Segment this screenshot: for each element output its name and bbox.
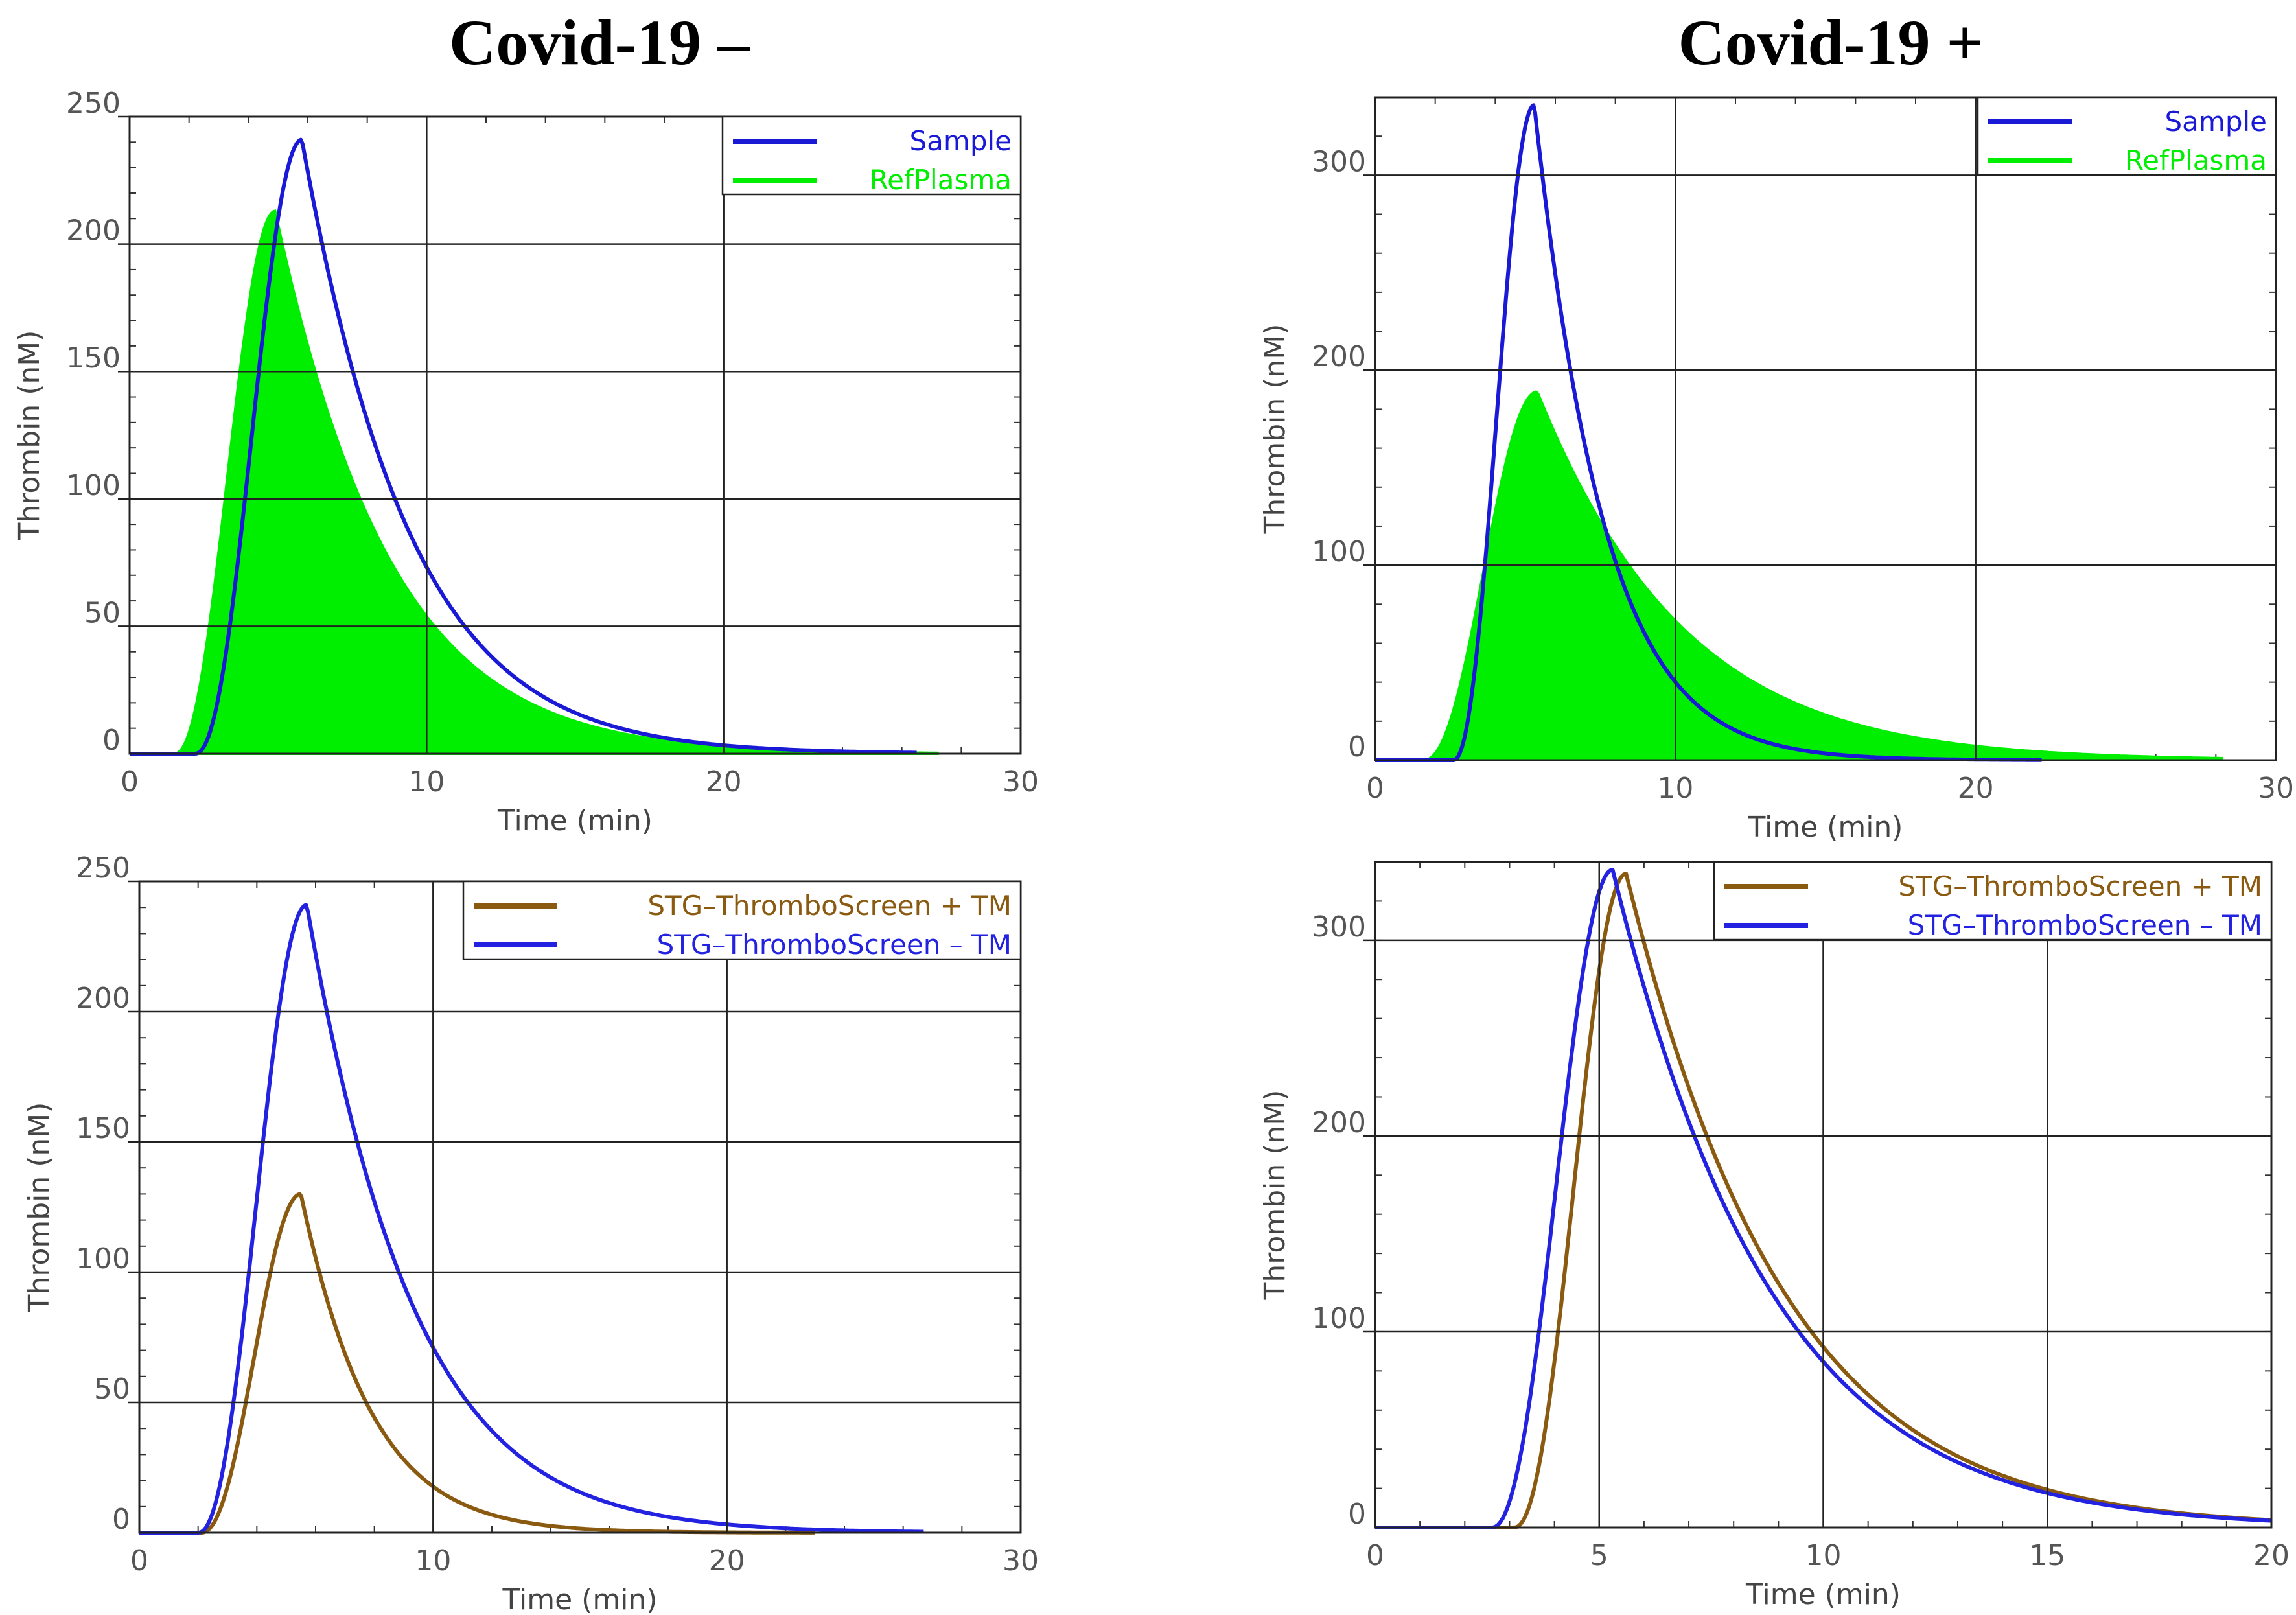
chart-neg-top: 0 10 20 30 0 50 100 150 200 250 Time (min) Thrombin… (13, 87, 1039, 837)
x-tick-label: 0 (1366, 772, 1384, 805)
y-tick-label: 200 (76, 982, 130, 1015)
x-tick-label: 10 (1657, 772, 1693, 805)
legend-label: RefPlasma (2125, 145, 2267, 176)
legend-label: STG–ThromboScreen + TM (647, 890, 1012, 922)
y-tick-label: 0 (1348, 1498, 1366, 1531)
series-line-sample (1374, 103, 2042, 762)
series-line-stg-thromboscreen-tm (139, 1192, 816, 1535)
title-covid-positive: Covid-19 + (1678, 6, 1984, 78)
plot-frame (128, 115, 1022, 755)
y-tick-label: 250 (66, 87, 121, 120)
x-axis-label: Time (min) (502, 1583, 658, 1615)
series-area-refplasma (130, 209, 939, 755)
y-tick-label: 100 (66, 469, 121, 502)
y-tick-label: 0 (112, 1503, 130, 1536)
legend-box (1713, 861, 2273, 941)
legend-label: STG–ThromboScreen + TM (1898, 870, 2262, 902)
x-tick-label: 10 (1805, 1539, 1842, 1572)
legend: Sample RefPlasma (1977, 96, 2277, 176)
legend: Sample RefPlasma (721, 115, 1022, 196)
title-covid-negative: Covid-19 – (449, 6, 750, 78)
plot-frame (138, 880, 1022, 1534)
y-axis-label: Thrombin (nM) (1258, 1090, 1292, 1301)
x-tick-label: 20 (2253, 1539, 2290, 1572)
y-tick-label: 200 (1312, 340, 1366, 373)
x-tick-label: 0 (130, 1544, 148, 1577)
y-tick-label: 150 (66, 342, 121, 375)
x-tick-label: 0 (121, 765, 139, 798)
y-tick-label: 200 (1312, 1106, 1366, 1139)
y-tick-label: 300 (1312, 145, 1366, 178)
y-tick-label: 100 (76, 1242, 130, 1275)
x-axis-label: Time (min) (497, 804, 653, 837)
x-tick-label: 20 (1958, 772, 1994, 805)
legend: STG–ThromboScreen + TM STG–ThromboScreen … (462, 880, 1022, 960)
plot-frame (1374, 96, 2277, 761)
x-tick-label: 5 (1590, 1539, 1608, 1572)
y-tick-label: 50 (84, 596, 121, 629)
legend-label: STG–ThromboScreen – TM (657, 929, 1012, 960)
legend-label: Sample (910, 125, 1012, 157)
x-tick-label: 20 (706, 765, 742, 798)
x-axis-label: Time (min) (1745, 1578, 1901, 1611)
x-tick-label: 10 (415, 1544, 451, 1577)
legend: STG–ThromboScreen + TM STG–ThromboScreen … (1713, 861, 2273, 941)
x-tick-label: 20 (709, 1544, 745, 1577)
x-tick-label: 30 (2258, 772, 2294, 805)
x-tick-label: 15 (2029, 1539, 2065, 1572)
y-tick-label: 50 (94, 1373, 130, 1406)
y-tick-label: 0 (102, 724, 121, 757)
y-tick-label: 100 (1312, 1302, 1366, 1335)
x-tick-label: 30 (1003, 765, 1039, 798)
x-tick-label: 30 (1003, 1544, 1039, 1577)
y-tick-label: 200 (66, 215, 121, 248)
x-tick-label: 0 (1366, 1539, 1384, 1572)
chart-neg-bottom: 0 10 20 30 0 50 100 150 200 250 Time (min) Thrombin… (23, 852, 1039, 1615)
series-area-refplasma (1375, 390, 2223, 761)
legend-label: STG–ThromboScreen – TM (1908, 909, 2262, 941)
y-tick-label: 0 (1348, 730, 1366, 763)
legend-label: RefPlasma (870, 164, 1012, 196)
y-axis-label: Thrombin (nM) (1258, 324, 1292, 535)
x-axis-label: Time (min) (1748, 811, 1903, 844)
legend-label: Sample (2165, 106, 2267, 137)
x-tick-label: 10 (408, 765, 445, 798)
y-tick-label: 150 (76, 1112, 130, 1145)
y-tick-label: 250 (76, 852, 130, 885)
y-axis-label: Thrombin (nM) (13, 331, 46, 541)
y-axis-label: Thrombin (nM) (23, 1102, 56, 1313)
y-tick-label: 300 (1312, 911, 1366, 944)
y-tick-label: 100 (1312, 535, 1366, 568)
series-line-stg-thromboscreen-tm (139, 903, 924, 1535)
series-line-sample (130, 137, 917, 756)
